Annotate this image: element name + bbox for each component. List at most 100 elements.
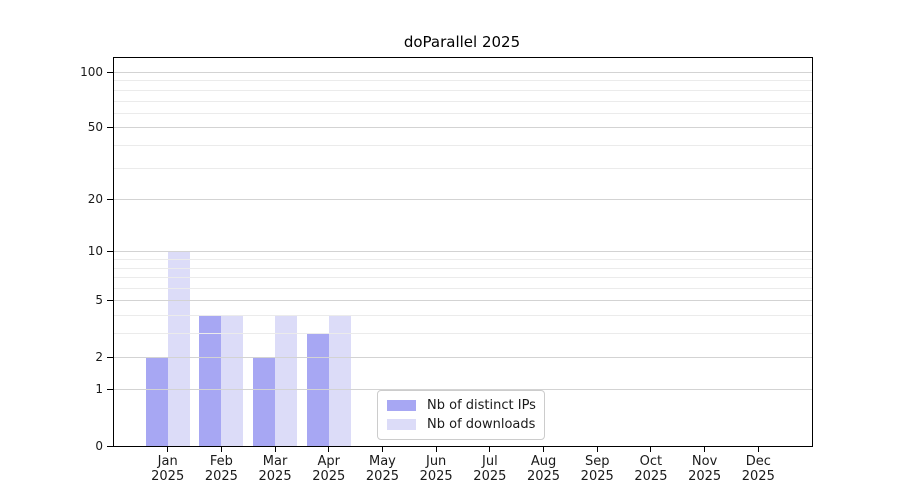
- y-tick-mark: [107, 445, 113, 447]
- x-tick-mark: [489, 446, 491, 452]
- legend-swatch: [387, 419, 416, 430]
- x-tick-month: May: [369, 454, 396, 469]
- y-tick-mark: [107, 127, 113, 129]
- x-tick-mark: [167, 446, 169, 452]
- y-gridline-minor: [114, 333, 812, 335]
- y-gridline-minor: [114, 89, 812, 91]
- x-tick-label-sep: Sep 2025: [557, 454, 637, 484]
- x-tick-month: Mar: [262, 454, 288, 469]
- x-tick-label-may: May 2025: [342, 454, 422, 484]
- y-gridline-major: [114, 127, 812, 129]
- x-tick-label-dec: Dec 2025: [718, 454, 798, 484]
- x-tick-month: Sep: [584, 454, 610, 469]
- x-tick-year: 2025: [473, 469, 507, 484]
- x-tick-mark: [381, 446, 383, 452]
- x-tick-month: Dec: [745, 454, 771, 469]
- x-tick-year: 2025: [365, 469, 399, 484]
- plot-area: 0 1 2 5 10 20 50 100 Jan 2025 Feb 2025 Mar 2025 Apr 20…: [80, 57, 813, 484]
- x-tick-mark: [757, 446, 759, 452]
- legend-label: Nb of downloads: [427, 417, 536, 432]
- x-tick-label-mar: Mar 2025: [235, 454, 315, 484]
- x-tick-mark: [650, 446, 652, 452]
- y-tick-label: 1: [95, 382, 103, 397]
- y-tick-label: 100: [80, 65, 103, 79]
- x-tick-mark: [274, 446, 276, 452]
- x-tick-month: Feb: [209, 454, 233, 469]
- legend-item: Nb of distinct IPs: [378, 396, 544, 415]
- chart-title: doParallel 2025: [403, 33, 521, 51]
- y-gridline-minor: [114, 144, 812, 146]
- legend: Nb of distinct IPs Nb of downloads: [377, 390, 545, 440]
- x-tick-label-aug: Aug 2025: [504, 454, 584, 484]
- x-tick-label-apr: Apr 2025: [289, 454, 369, 484]
- x-tick-year: 2025: [204, 469, 238, 484]
- x-tick-mark: [704, 446, 706, 452]
- y-gridline-minor: [114, 112, 812, 114]
- y-tick-mark: [107, 251, 113, 253]
- y-gridline-major: [114, 300, 812, 302]
- y-gridline-major: [114, 389, 812, 391]
- x-tick-mark: [328, 446, 330, 452]
- bar-distinct-ips-feb: [199, 315, 222, 446]
- x-tick-year: 2025: [312, 469, 346, 484]
- y-gridline-major: [114, 72, 812, 73]
- y-gridline-minor: [114, 288, 812, 290]
- x-tick-year: 2025: [419, 469, 453, 484]
- x-tick-month: Jul: [482, 454, 498, 469]
- y-tick-label: 10: [87, 244, 103, 259]
- y-tick-label: 0: [95, 438, 103, 453]
- x-tick-year: 2025: [741, 469, 775, 484]
- x-tick-label-jan: Jan 2025: [128, 454, 208, 484]
- y-gridline-minor: [114, 100, 812, 102]
- x-tick-year: 2025: [634, 469, 668, 484]
- x-tick-mark: [596, 446, 598, 452]
- x-tick-month: Oct: [639, 454, 663, 469]
- x-tick-label-feb: Feb 2025: [181, 454, 261, 484]
- x-tick-month: Jan: [157, 454, 178, 469]
- y-tick-mark: [107, 72, 113, 73]
- y-tick-label: 5: [95, 293, 103, 308]
- x-tick-mark: [435, 446, 437, 452]
- x-tick-label-oct: Oct 2025: [611, 454, 691, 484]
- x-tick-year: 2025: [688, 469, 722, 484]
- legend-label: Nb of distinct IPs: [427, 398, 536, 413]
- y-gridline-minor: [114, 80, 812, 82]
- y-tick-mark: [107, 300, 113, 302]
- y-gridline-minor: [114, 167, 812, 169]
- bar-downloads-jan: [167, 251, 190, 446]
- y-tick-mark: [107, 356, 113, 358]
- x-tick-month: Aug: [530, 454, 557, 469]
- y-gridline-major: [114, 251, 812, 253]
- x-tick-year: 2025: [526, 469, 561, 484]
- x-tick-mark: [543, 446, 545, 452]
- y-tick-label: 2: [95, 349, 103, 364]
- legend-item: Nb of downloads: [378, 415, 544, 434]
- x-tick-label-nov: Nov 2025: [665, 454, 745, 484]
- x-tick-month: Nov: [691, 454, 718, 469]
- legend-swatch: [387, 400, 416, 411]
- y-tick-label: 50: [87, 120, 103, 135]
- y-gridline-minor: [114, 277, 812, 279]
- x-tick-label-jul: Jul 2025: [450, 454, 530, 484]
- y-tick-mark: [107, 389, 113, 391]
- x-tick-month: Apr: [317, 454, 341, 469]
- y-gridline-minor: [114, 315, 812, 317]
- x-tick-year: 2025: [580, 469, 614, 484]
- y-gridline-major: [114, 199, 812, 201]
- y-gridline-major: [114, 356, 812, 358]
- x-tick-year: 2025: [258, 469, 292, 484]
- x-tick-year: 2025: [151, 469, 185, 484]
- bar-downloads-apr: [328, 315, 351, 446]
- bar-distinct-ips-mar: [253, 357, 276, 446]
- y-tick-mark: [107, 199, 113, 201]
- bar-downloads-mar: [275, 315, 298, 446]
- bar-downloads-feb: [221, 315, 244, 446]
- y-tick-label: 20: [87, 192, 103, 207]
- x-tick-month: Jun: [425, 454, 447, 469]
- bar-distinct-ips-jan: [145, 357, 168, 446]
- y-gridline-minor: [114, 259, 812, 261]
- x-tick-label-jun: Jun 2025: [396, 454, 476, 484]
- x-tick-mark: [220, 446, 222, 452]
- y-gridline-minor: [114, 267, 812, 269]
